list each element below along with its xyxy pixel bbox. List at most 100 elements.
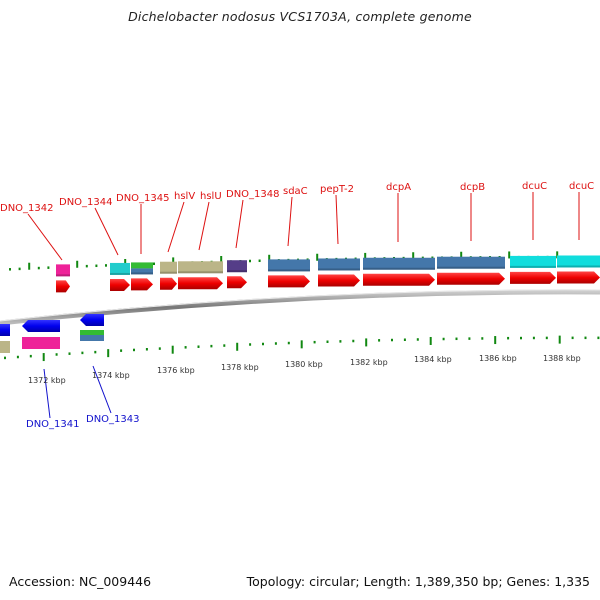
minor-tick bbox=[532, 336, 535, 340]
major-tick bbox=[172, 257, 175, 265]
ruler-label: 1376 kbp bbox=[157, 366, 195, 375]
cog-block[interactable] bbox=[80, 335, 104, 341]
gene-label-lines bbox=[27, 192, 580, 419]
minor-tick bbox=[94, 350, 97, 354]
cds-arrow-forward[interactable] bbox=[268, 275, 310, 288]
gene-label[interactable]: hslV bbox=[174, 191, 195, 202]
major-tick bbox=[236, 342, 239, 351]
cog-block-shadow bbox=[437, 266, 505, 269]
minor-tick bbox=[520, 336, 522, 340]
cds-arrow-forward[interactable] bbox=[110, 278, 130, 291]
gene-label[interactable]: pepT-2 bbox=[320, 184, 354, 195]
gene-label[interactable]: sdaC bbox=[283, 186, 308, 197]
minor-tick bbox=[274, 342, 277, 345]
gene-label[interactable]: DNO_1342 bbox=[0, 203, 54, 214]
cog-block[interactable] bbox=[80, 330, 104, 335]
cog-block-shadow bbox=[318, 268, 360, 271]
cds-arrow-forward[interactable] bbox=[437, 272, 505, 285]
cds-arrow-forward[interactable] bbox=[56, 280, 70, 293]
inner-tick-ring bbox=[4, 335, 600, 362]
cog-block[interactable] bbox=[160, 261, 177, 274]
cog-block[interactable] bbox=[268, 259, 310, 272]
major-tick bbox=[558, 335, 561, 344]
cog-block[interactable] bbox=[227, 260, 247, 273]
cds-arrow-forward[interactable] bbox=[178, 277, 223, 290]
cog-block[interactable] bbox=[178, 261, 223, 274]
minor-tick bbox=[455, 337, 458, 341]
minor-tick bbox=[158, 347, 161, 350]
major-tick bbox=[365, 338, 368, 347]
ruler-label: 1374 kbp bbox=[92, 371, 130, 380]
minor-tick bbox=[597, 336, 600, 340]
cds-arrows bbox=[0, 271, 600, 336]
gene-label-reverse[interactable]: DNO_1343 bbox=[86, 414, 140, 425]
accession-text: Accession: NC_009446 bbox=[9, 574, 152, 589]
cog-block[interactable] bbox=[110, 262, 130, 275]
cog-block[interactable] bbox=[363, 257, 435, 270]
cog-block-shadow bbox=[227, 270, 247, 273]
minor-tick bbox=[153, 262, 155, 266]
major-tick bbox=[556, 251, 559, 259]
cog-block[interactable] bbox=[0, 341, 10, 353]
minor-tick bbox=[262, 342, 264, 346]
minor-tick bbox=[95, 264, 98, 268]
cds-arrow-forward[interactable] bbox=[227, 276, 247, 289]
cog-block-shadow bbox=[56, 274, 70, 277]
genome-summary-text: Topology: circular; Length: 1,389,350 bp… bbox=[246, 574, 590, 589]
gene-label[interactable]: DNO_1345 bbox=[116, 193, 170, 204]
minor-tick bbox=[4, 356, 6, 360]
cog-block[interactable] bbox=[437, 256, 505, 269]
gene-label[interactable]: DNO_1348 bbox=[226, 189, 280, 200]
cds-arrow-forward[interactable] bbox=[510, 271, 556, 284]
gene-label[interactable]: dcuC bbox=[569, 181, 594, 192]
cds-arrow-forward[interactable] bbox=[557, 271, 600, 284]
gene-label[interactable]: hslU bbox=[200, 191, 222, 202]
ruler-label: 1382 kbp bbox=[350, 358, 388, 367]
cog-block[interactable] bbox=[510, 255, 556, 268]
map-title: Dichelobacter nodosus VCS1703A, complete… bbox=[128, 9, 472, 24]
minor-tick bbox=[210, 344, 213, 348]
cog-block[interactable] bbox=[318, 258, 360, 271]
major-tick bbox=[494, 336, 497, 345]
major-tick bbox=[508, 251, 511, 259]
major-tick bbox=[316, 253, 319, 261]
gene-label[interactable]: dcpB bbox=[460, 182, 485, 193]
minor-tick bbox=[571, 336, 574, 340]
minor-tick bbox=[326, 340, 329, 344]
gene-label[interactable]: dcuC bbox=[522, 181, 547, 192]
gene-label-reverse[interactable]: DNO_1341 bbox=[26, 419, 80, 430]
cds-arrow-forward[interactable] bbox=[318, 274, 360, 287]
minor-tick bbox=[55, 353, 58, 356]
minor-tick bbox=[68, 352, 71, 355]
cog-block[interactable] bbox=[131, 262, 153, 269]
major-tick bbox=[28, 262, 31, 270]
label-connector bbox=[94, 207, 119, 256]
minor-tick bbox=[85, 264, 88, 268]
label-connector bbox=[287, 196, 293, 247]
cog-block[interactable] bbox=[56, 264, 70, 277]
cds-arrow-forward[interactable] bbox=[160, 277, 177, 290]
minor-tick bbox=[18, 267, 21, 271]
gene-label[interactable]: DNO_1344 bbox=[59, 197, 113, 208]
cds-arrow-forward[interactable] bbox=[363, 273, 435, 286]
cds-arrow-reverse[interactable] bbox=[80, 314, 104, 326]
minor-tick bbox=[442, 337, 445, 341]
cds-arrow-reverse[interactable] bbox=[0, 324, 10, 336]
cog-block-shadow bbox=[510, 265, 556, 268]
major-tick bbox=[171, 345, 174, 354]
cog-block[interactable] bbox=[131, 268, 153, 275]
cog-block[interactable] bbox=[22, 337, 60, 349]
cds-arrow-reverse[interactable] bbox=[22, 320, 60, 332]
minor-tick bbox=[378, 339, 381, 342]
cog-block-shadow bbox=[268, 269, 310, 272]
minor-tick bbox=[403, 338, 406, 341]
major-tick bbox=[412, 252, 415, 260]
minor-tick bbox=[249, 343, 252, 346]
ruler-label: 1388 kbp bbox=[543, 354, 581, 363]
cog-block[interactable] bbox=[557, 255, 600, 268]
cds-arrow-forward[interactable] bbox=[131, 278, 153, 291]
cog-block-shadow bbox=[131, 272, 153, 275]
cog-block-shadow bbox=[110, 272, 130, 275]
gene-label[interactable]: dcpA bbox=[386, 182, 411, 193]
